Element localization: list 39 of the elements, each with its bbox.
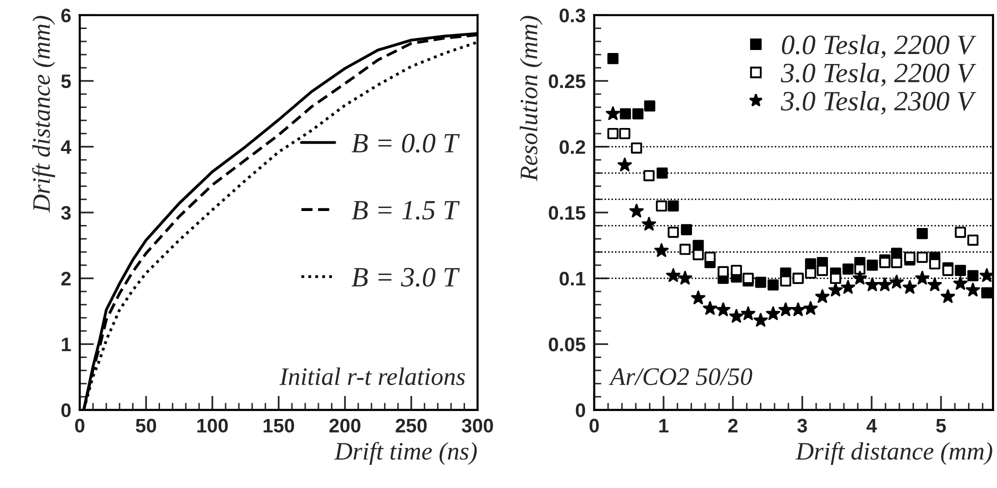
y-tick-label: 0 (61, 403, 71, 418)
x-tick-label: 3 (797, 418, 807, 433)
y-axis-title: Resolution (mm) (520, 16, 542, 182)
y-tick-label: 4 (60, 140, 72, 154)
y-tick-label: 0.05 (548, 338, 586, 352)
legend-label: 0.0 Tesla, 2200 V (782, 34, 976, 58)
y-tick-label: 0.25 (548, 74, 586, 88)
x-tick-label: 150 (264, 418, 294, 433)
y-axis-title: Drift distance (mm) (32, 16, 56, 213)
annotation: Ar/CO2 50/50 (608, 368, 752, 386)
y-tick-label: 0.15 (548, 206, 586, 220)
x-tick-label: 200 (329, 418, 360, 433)
legend-label: 3.0 Tesla, 2300 V (780, 91, 976, 115)
x-tick-label: 4 (866, 418, 877, 432)
x-tick-label: 100 (197, 418, 228, 433)
y-tick-label: 0.1 (560, 272, 586, 286)
y-tick-label: 2 (61, 272, 71, 286)
y-tick-label: 6 (61, 8, 71, 22)
annotation: Initial r-t relations (279, 368, 465, 386)
y-tick-label: 0.2 (560, 140, 586, 154)
x-axis-title: Drift time (ns) (334, 442, 477, 465)
x-tick-label: 50 (136, 418, 156, 433)
y-tick-label: 3 (61, 206, 71, 220)
x-tick-label: 300 (462, 418, 493, 433)
x-tick-label: 2 (728, 418, 738, 432)
x-tick-label: 0 (590, 418, 599, 433)
y-tick-label: 5 (61, 74, 71, 88)
x-tick-label: 1 (659, 418, 668, 432)
x-axis-title: Drift distance (mm) (796, 442, 992, 465)
y-tick-label: 0 (576, 403, 586, 418)
x-tick-label: 5 (936, 418, 946, 433)
legend-label: 3.0 Tesla, 2200 V (780, 62, 976, 86)
legend-label: B = 1.5 T (352, 200, 460, 220)
y-tick-label: 1 (62, 338, 71, 352)
x-tick-label: 0 (75, 418, 84, 433)
legend-label: B = 0.0 T (352, 134, 460, 153)
legend-label: B = 3.0 T (352, 268, 460, 287)
y-tick-label: 0.3 (560, 8, 586, 22)
x-tick-label: 250 (396, 418, 427, 433)
